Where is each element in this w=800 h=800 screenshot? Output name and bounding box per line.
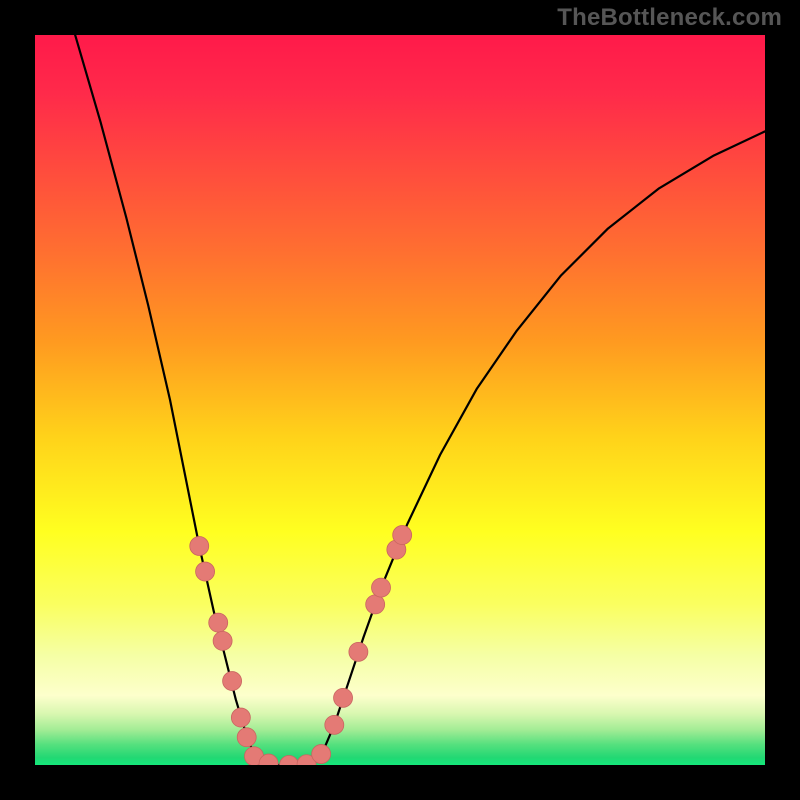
plot-area <box>35 35 765 765</box>
data-marker <box>325 715 344 734</box>
data-marker <box>213 631 232 650</box>
chart-svg <box>35 35 765 765</box>
data-marker <box>366 595 385 614</box>
watermark-text: TheBottleneck.com <box>557 4 782 32</box>
chart-frame: TheBottleneck.com <box>0 0 800 800</box>
data-marker <box>334 688 353 707</box>
data-marker <box>372 578 391 597</box>
data-marker <box>209 613 228 632</box>
data-marker <box>190 537 209 556</box>
data-marker <box>393 526 412 545</box>
data-marker <box>223 672 242 691</box>
data-marker <box>196 562 215 581</box>
data-marker <box>349 642 368 661</box>
data-marker <box>231 708 250 727</box>
gradient-background <box>35 35 765 765</box>
data-marker <box>312 745 331 764</box>
data-marker <box>237 728 256 747</box>
